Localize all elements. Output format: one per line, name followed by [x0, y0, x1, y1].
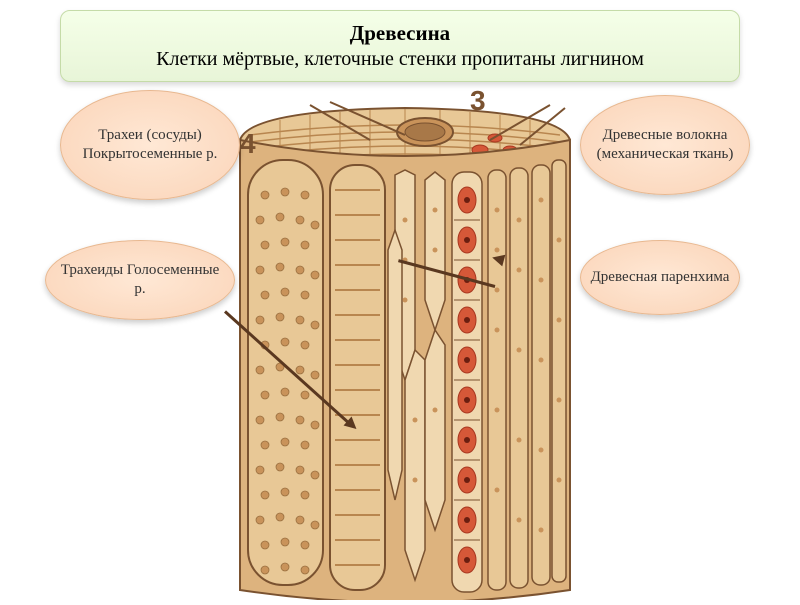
number-three: 3 [470, 85, 486, 117]
header-box: Древесина Клетки мёртвые, клеточные стен… [60, 10, 740, 82]
wood-diagram [230, 100, 580, 600]
label-trachei: Трахеи (сосуды) Покрытосеменные р. [60, 90, 240, 200]
header-title: Древесина [81, 21, 719, 46]
label-parenhima: Древесная паренхима [580, 240, 740, 315]
label-volokna: Древесные волокна (механическая ткань) [580, 95, 750, 195]
label-volokna-text: Древесные волокна (механическая ткань) [589, 126, 741, 164]
label-parenhima-text: Древесная паренхима [591, 268, 730, 287]
label-trachei-text: Трахеи (сосуды) Покрытосеменные р. [69, 126, 231, 164]
label-tracheidy: Трахеиды Голосеменные р. [45, 240, 235, 320]
label-tracheidy-text: Трахеиды Голосеменные р. [54, 261, 226, 299]
number-four: 4 [240, 128, 256, 160]
header-subtitle: Клетки мёртвые, клеточные стенки пропита… [81, 48, 719, 71]
